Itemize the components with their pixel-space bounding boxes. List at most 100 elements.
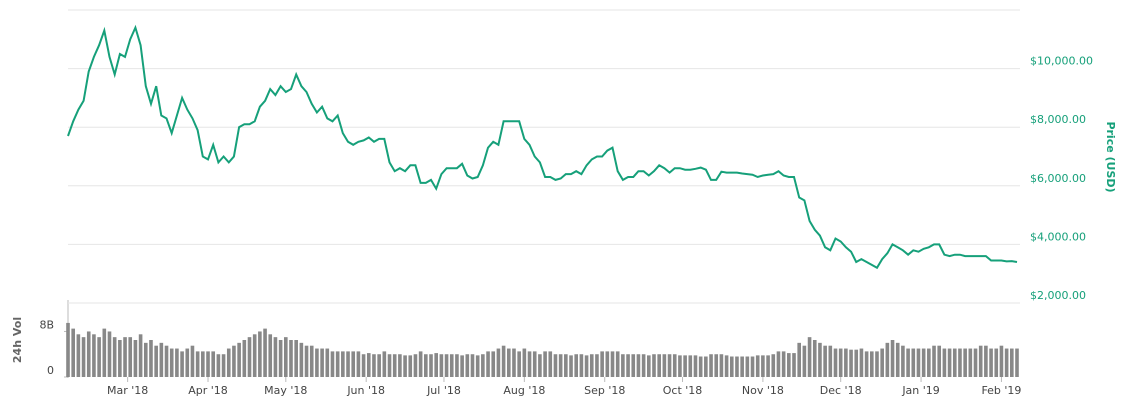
volume-bar <box>802 345 807 377</box>
volume-bar <box>745 356 750 377</box>
volume-bar <box>569 355 573 377</box>
volume-bar <box>828 345 833 377</box>
volume-bar <box>356 351 361 377</box>
volume-bar <box>309 345 314 377</box>
volume-bar <box>641 354 646 377</box>
volume-bar <box>1004 348 1009 377</box>
volume-bar <box>704 356 708 377</box>
volume-bar <box>869 351 874 377</box>
volume-bar <box>460 355 464 377</box>
volume-bar <box>797 342 802 377</box>
volume-bar <box>330 351 335 377</box>
volume-bar <box>226 348 231 377</box>
volume-bar <box>621 354 625 377</box>
volume-bar <box>392 354 397 377</box>
x-tick-label: Apr '18 <box>188 384 228 397</box>
volume-bar <box>81 337 86 377</box>
y-tick-label: $2,000.00 <box>1030 289 1086 302</box>
volume-bar <box>118 340 122 377</box>
volume-bar <box>361 354 366 377</box>
volume-bar <box>273 337 278 377</box>
volume-bar <box>382 351 387 377</box>
volume-bar <box>211 351 216 377</box>
volume-bar <box>138 334 143 377</box>
volume-bar <box>968 348 973 377</box>
volume-bar <box>963 348 967 377</box>
volume-bar <box>185 348 190 377</box>
volume-bar <box>657 354 661 377</box>
volume-bar <box>175 348 179 377</box>
volume-bar <box>818 342 822 377</box>
volume-bar <box>496 348 501 377</box>
volume-bar <box>351 351 356 377</box>
volume-bar <box>242 340 247 377</box>
volume-bar <box>195 351 200 377</box>
volume-bar <box>221 354 226 377</box>
volume-bar <box>994 348 999 377</box>
volume-bar <box>844 348 848 377</box>
volume-bar <box>875 351 879 377</box>
volume-bar <box>449 354 454 377</box>
y-tick-label: 8B <box>39 318 54 331</box>
volume-bar <box>71 328 75 377</box>
volume-bar <box>527 351 532 377</box>
y-tick-label: $10,000.00 <box>1030 55 1093 68</box>
volume-bar <box>164 345 169 377</box>
volume-bar <box>838 348 843 377</box>
volume-bar <box>299 342 304 377</box>
volume-bar <box>942 348 947 377</box>
x-tick-label: Jun '18 <box>346 384 385 397</box>
volume-bar <box>880 348 884 377</box>
volume-bar <box>958 348 962 377</box>
volume-bar <box>781 351 786 377</box>
volume-bar <box>636 354 641 377</box>
volume-bar <box>626 354 630 377</box>
y-tick-label: $4,000.00 <box>1030 230 1086 243</box>
volume-bar <box>294 340 298 377</box>
volume-bar <box>755 355 760 377</box>
volume-bar <box>387 354 392 377</box>
volume-bar <box>548 351 553 377</box>
volume-bar <box>901 345 905 377</box>
volume-bar <box>605 351 610 377</box>
volume-bar <box>408 355 413 377</box>
volume-bar <box>424 354 428 377</box>
volume-bar <box>667 354 672 377</box>
volume-bar <box>932 345 936 377</box>
volume-bar <box>418 351 423 377</box>
volume-bar <box>320 348 324 377</box>
volume-bar <box>698 356 703 377</box>
volume-bar <box>377 354 381 377</box>
volume-bar <box>128 337 133 377</box>
volume-bar <box>807 337 812 377</box>
volume-bar <box>434 353 438 377</box>
volume-bar <box>232 345 236 377</box>
price-line <box>67 24 1018 270</box>
volume-bar <box>97 337 101 377</box>
volume-bar <box>947 348 952 377</box>
volume-bar <box>143 342 148 377</box>
volume-bar <box>341 351 345 377</box>
volume-bar <box>76 334 81 377</box>
volume-bar <box>201 351 205 377</box>
x-tick-label: Aug '18 <box>503 384 545 397</box>
volume-bar <box>787 353 791 377</box>
volume-bar <box>149 340 153 377</box>
volume-bar <box>553 354 558 377</box>
volume-bar <box>413 354 418 377</box>
volume-bar <box>584 355 589 377</box>
volume-bar <box>278 340 283 377</box>
volume-bar <box>978 345 983 377</box>
volume-bar <box>927 348 931 377</box>
volume-bar <box>864 351 869 377</box>
volume-bar <box>771 354 776 377</box>
volume-bar <box>532 351 537 377</box>
volume-bar <box>491 351 496 377</box>
volume-bar <box>66 322 70 377</box>
volume-bar <box>335 351 340 377</box>
volume-bar <box>890 340 895 377</box>
volume-bar <box>247 337 252 377</box>
volume-bar <box>252 334 257 377</box>
x-tick-label: Mar '18 <box>107 384 148 397</box>
volume-bar <box>558 354 563 377</box>
